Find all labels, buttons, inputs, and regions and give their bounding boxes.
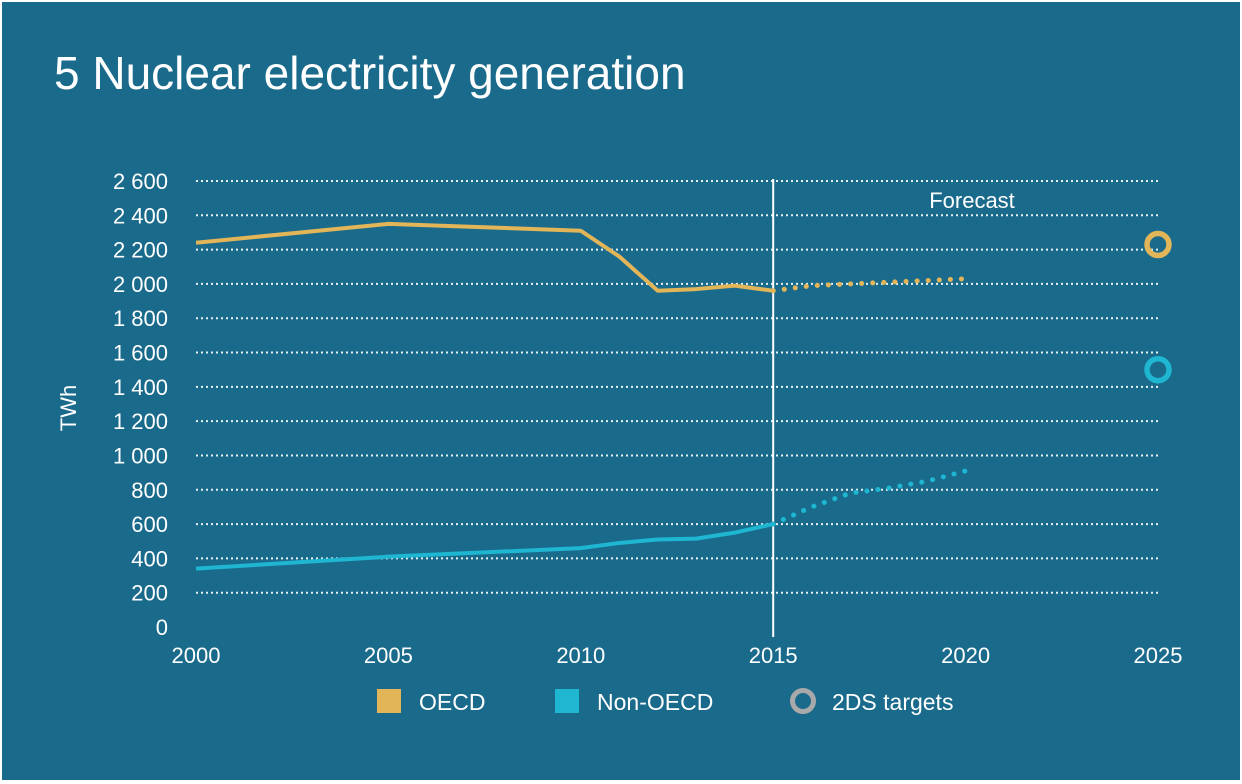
x-axis-ticks: 2000 2005 2010 2015 2020 2025 [172, 643, 1183, 668]
legend-label-2ds-targets: 2DS targets [832, 689, 953, 715]
y-tick-label: 2 400 [113, 203, 168, 228]
x-tick-label: 2000 [172, 643, 221, 668]
y-axis-ticks: 0 200 400 600 800 1 000 1 200 1 400 1 600 1 800 2 … [113, 169, 168, 640]
x-tick-label: 2015 [749, 643, 798, 668]
x-tick-label: 2005 [364, 643, 413, 668]
series-line-non-oecd [195, 522, 774, 571]
target-marker-non-oecd [1144, 355, 1172, 384]
forecast-label: Forecast [929, 188, 1015, 213]
legend-ring-2ds-targets [790, 688, 816, 714]
chart-title: 5 Nuclear electricity generation [54, 47, 686, 99]
legend-swatch-non-oecd [555, 689, 579, 713]
y-tick-label: 800 [131, 478, 168, 503]
y-tick-label: 0 [156, 615, 168, 640]
series-line-oecd [195, 221, 774, 293]
y-tick-label: 1 000 [113, 443, 168, 468]
series-lines [195, 221, 969, 571]
gridlines [196, 180, 1158, 594]
forecast-line-non-oecd [770, 468, 969, 527]
x-tick-label: 2010 [556, 643, 605, 668]
y-tick-label: 400 [131, 546, 168, 571]
y-axis-label: TWh [56, 385, 81, 431]
legend: OECD Non-OECD 2DS targets [377, 688, 953, 715]
y-tick-label: 2 200 [113, 238, 168, 263]
y-tick-label: 1 600 [113, 341, 168, 366]
forecast-line-oecd [770, 276, 969, 294]
legend-swatch-oecd [377, 689, 401, 713]
y-tick-label: 1 400 [113, 375, 168, 400]
y-tick-label: 2 600 [113, 169, 168, 194]
y-tick-label: 1 200 [113, 409, 168, 434]
y-tick-label: 600 [131, 512, 168, 537]
target-marker-oecd [1144, 230, 1172, 259]
y-tick-label: 1 800 [113, 306, 168, 331]
target-markers [1144, 230, 1172, 384]
legend-label-non-oecd: Non-OECD [597, 689, 713, 715]
y-tick-label: 2 000 [113, 272, 168, 297]
x-tick-label: 2025 [1134, 643, 1183, 668]
legend-label-oecd: OECD [419, 689, 485, 715]
x-tick-label: 2020 [941, 643, 990, 668]
y-tick-label: 200 [131, 581, 168, 606]
